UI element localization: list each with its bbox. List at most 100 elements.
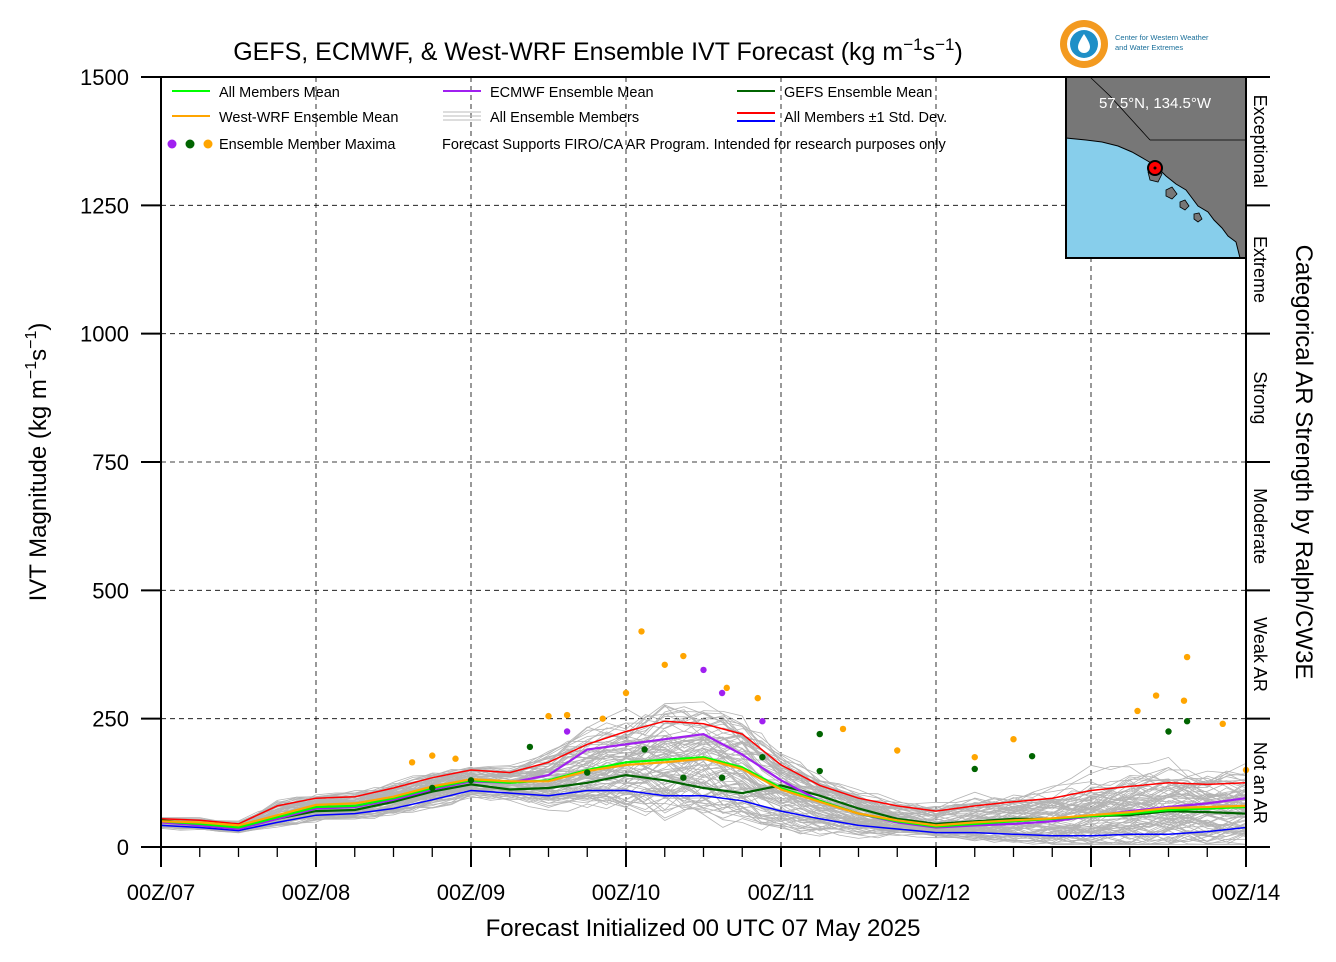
member-maximum-point bbox=[816, 730, 823, 738]
ensemble-member-line bbox=[160, 781, 1247, 844]
member-maximum-point bbox=[754, 694, 761, 702]
x-tick-label: 00Z/12 bbox=[902, 880, 971, 905]
member-maximum-point bbox=[584, 769, 591, 776]
legend-label: All Members Mean bbox=[219, 85, 340, 101]
member-maximum-point bbox=[622, 689, 630, 697]
legend-label: ECMWF Ensemble Mean bbox=[490, 85, 654, 101]
y-tick-label: 0 bbox=[117, 835, 129, 860]
member-maximum-point bbox=[1183, 718, 1191, 725]
member-maximum-point bbox=[816, 767, 823, 775]
member-maximum-point bbox=[971, 765, 978, 773]
member-maximum-point bbox=[408, 759, 416, 766]
legend-swatch-all-members bbox=[443, 111, 481, 121]
member-maximum-point bbox=[638, 628, 645, 635]
legend-label: GEFS Ensemble Mean bbox=[784, 85, 932, 101]
member-maximum-point bbox=[641, 746, 648, 753]
cw3e-logo-text-line1: Center for Western Weather bbox=[1115, 33, 1209, 42]
inset-map-coordinate-label: 57.5°N, 134.5°W bbox=[1099, 95, 1212, 112]
cw3e-logo-text-line2: and Water Extremes bbox=[1115, 43, 1183, 52]
x-tick-label: 00Z/13 bbox=[1057, 880, 1126, 905]
mean-series-lines bbox=[160, 720, 1247, 837]
inset-map-land bbox=[1065, 76, 1247, 259]
ensemble-member-line bbox=[160, 720, 1247, 825]
legend-label: All Ensemble Members bbox=[490, 110, 639, 126]
cw3e-logo: Center for Western Weather and Water Ext… bbox=[1060, 20, 1209, 68]
series-line-all-members-1-std-dev- bbox=[160, 720, 1247, 825]
legend: All Members Mean ECMWF Ensemble Mean GEF… bbox=[167, 85, 947, 153]
member-maxima-points bbox=[408, 628, 1250, 792]
x-tick-label: 00Z/08 bbox=[282, 880, 351, 905]
x-axis-label: Forecast Initialized 00 UTC 07 May 2025 bbox=[486, 915, 921, 942]
category-label: Weak AR bbox=[1250, 617, 1270, 692]
y-tick-label: 250 bbox=[92, 707, 129, 732]
member-maximum-point bbox=[680, 652, 687, 660]
x-tick-label: 00Z/10 bbox=[592, 880, 661, 905]
member-maximum-point bbox=[526, 743, 534, 751]
member-maximum-point bbox=[971, 753, 978, 761]
member-maximum-point bbox=[429, 784, 436, 792]
legend-label: All Members ±1 Std. Dev. bbox=[784, 110, 947, 126]
member-maximum-point bbox=[563, 728, 571, 735]
inset-map-location-center bbox=[1153, 166, 1157, 170]
member-maximum-point bbox=[1152, 692, 1160, 699]
y-tick-label: 1500 bbox=[80, 65, 129, 90]
ensemble-member-line bbox=[160, 787, 1247, 836]
ensemble-member-line bbox=[160, 714, 1247, 826]
member-maximum-point bbox=[545, 712, 552, 720]
y-axis-ticks: 0 250 500 750 1000 1250 1500 bbox=[80, 65, 161, 860]
legend-dot-ecmwf bbox=[167, 139, 177, 149]
member-maximum-point bbox=[1219, 720, 1226, 727]
ensemble-member-line bbox=[160, 708, 1247, 827]
member-maximum-point bbox=[467, 777, 475, 784]
member-maximum-point bbox=[429, 752, 436, 759]
ensemble-member-line bbox=[160, 701, 1247, 828]
member-maximum-point bbox=[1183, 653, 1191, 661]
y-tick-label: 1000 bbox=[80, 322, 129, 347]
ensemble-member-line bbox=[160, 787, 1247, 842]
y-tick-label: 1250 bbox=[80, 193, 129, 218]
series-line-all-members-1-std-dev- bbox=[160, 789, 1247, 837]
inset-map-frame bbox=[1065, 76, 1247, 259]
member-maximum-point bbox=[718, 774, 726, 781]
y-tick-label: 750 bbox=[92, 450, 129, 475]
member-maximum-point bbox=[723, 684, 730, 692]
ensemble-member-line bbox=[160, 710, 1247, 826]
chart-title: GEFS, ECMWF, & West-WRF Ensemble IVT For… bbox=[233, 35, 963, 66]
member-maximum-point bbox=[599, 715, 606, 722]
ensemble-member-line bbox=[160, 758, 1247, 835]
member-maximum-point bbox=[1180, 697, 1188, 704]
member-maximum-point bbox=[661, 661, 668, 668]
member-maximum-point bbox=[1010, 736, 1017, 743]
ensemble-member-line bbox=[160, 772, 1247, 844]
ar-category-axis: Not an AR Weak AR Moderate Strong Extreme Exc… bbox=[1245, 76, 1270, 848]
member-maximum-point bbox=[839, 725, 847, 733]
x-tick-label: 00Z/07 bbox=[127, 880, 196, 905]
inset-map-border bbox=[1089, 76, 1151, 141]
category-label: Extreme bbox=[1250, 236, 1270, 303]
category-label: Not an AR bbox=[1250, 742, 1270, 824]
legend-dot-gefs bbox=[185, 139, 195, 149]
member-maximum-point bbox=[563, 711, 571, 719]
inset-map: 57.5°N, 134.5°W bbox=[1065, 76, 1247, 259]
member-maximum-point bbox=[1028, 752, 1036, 760]
member-maximum-point bbox=[759, 753, 766, 761]
member-maximum-point bbox=[680, 774, 687, 781]
series-line-west-wrf-ensemble-mean bbox=[160, 757, 1247, 827]
member-maximum-point bbox=[718, 689, 726, 697]
legend-disclaimer: Forecast Supports FIRO/CA AR Program. In… bbox=[442, 137, 946, 153]
y-axis-label: IVT Magnitude (kg m−1s−1) bbox=[23, 323, 52, 602]
member-maximum-point bbox=[1165, 728, 1172, 735]
ensemble-member-line bbox=[160, 741, 1247, 828]
category-label: Exceptional bbox=[1250, 95, 1270, 188]
right-axis-label: Categorical AR Strength by Ralph/CW3E bbox=[1290, 245, 1317, 680]
legend-label: West-WRF Ensemble Mean bbox=[219, 110, 398, 126]
x-axis-ticks: 00Z/07 00Z/08 00Z/09 00Z/10 00Z/11 00Z/12 00Z/… bbox=[127, 847, 1281, 905]
legend-label: Ensemble Member Maxima bbox=[219, 137, 396, 153]
y-tick-label: 500 bbox=[92, 578, 129, 603]
series-line-ecmwf-ensemble-mean bbox=[160, 732, 1247, 831]
ensemble-member-line bbox=[160, 735, 1247, 825]
member-maximum-point bbox=[452, 755, 459, 762]
x-tick-label: 00Z/14 bbox=[1212, 880, 1281, 905]
x-tick-label: 00Z/11 bbox=[748, 880, 815, 905]
legend-dot-westwrf bbox=[203, 139, 213, 149]
